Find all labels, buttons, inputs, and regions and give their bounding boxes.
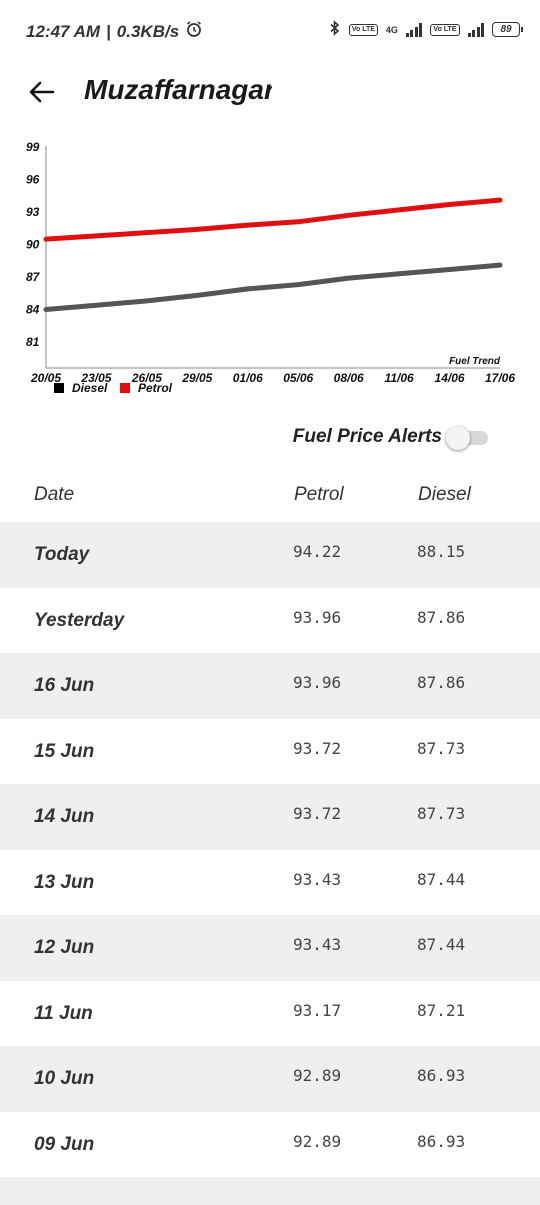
chart-annotation: Fuel Trend [449,356,501,367]
table-row[interactable]: Yesterday 93.96 87.86 [0,588,540,654]
network-speed: 0.3KB/s [117,22,179,42]
table-row[interactable]: 09 Jun 92.89 86.93 [0,1112,540,1178]
row-diesel: 87.73 [417,739,465,758]
y-tick-label: 84 [26,302,40,316]
row-diesel: 87.44 [417,870,465,889]
row-petrol: 92.89 [293,1066,341,1085]
fuel-alerts-toggle[interactable] [446,426,490,450]
row-diesel: 87.73 [417,804,465,823]
table-row[interactable]: 15 Jun 93.72 87.73 [0,719,540,785]
row-petrol: 93.72 [293,739,341,758]
row-petrol: 93.43 [293,870,341,889]
y-tick-label: 87 [26,270,41,284]
table-row[interactable]: 16 Jun 93.96 87.86 [0,653,540,719]
signal-icon-2 [468,23,485,37]
app-bar: Muzaffarnagar [0,64,540,120]
y-tick-label: 96 [26,172,40,186]
row-date: 11 Jun [34,1003,93,1025]
table-row[interactable]: 14 Jun 93.72 87.73 [0,784,540,850]
toggle-knob [446,426,470,450]
row-petrol: 92.89 [293,1132,341,1151]
row-petrol: 93.43 [293,935,341,954]
network-type: 4G [386,25,398,35]
row-date: Yesterday [34,610,124,632]
table-row[interactable]: Today 94.22 88.15 [0,522,540,588]
x-tick-label: 20/05 [30,371,61,385]
legend-label-petrol: Petrol [138,381,173,395]
price-table: Today 94.22 88.15 Yesterday 93.96 87.86 16 J… [0,522,540,1205]
row-diesel: 87.44 [417,935,465,954]
x-tick-label: 14/06 [435,371,465,385]
legend-swatch-diesel [54,383,64,393]
x-tick-label: 11/06 [385,371,414,385]
table-header: Date Petrol Diesel [0,470,540,522]
row-petrol: 93.96 [293,673,341,692]
status-time: 12:47 AM [26,22,100,42]
y-tick-label: 99 [26,140,40,154]
x-tick-label: 17/06 [485,371,515,385]
alarm-icon [185,20,203,43]
header-date: Date [34,484,74,506]
row-petrol: 93.72 [293,804,341,823]
back-button[interactable] [22,72,62,112]
row-date: 12 Jun [34,937,94,959]
y-tick-label: 90 [26,237,40,251]
row-diesel: 87.86 [417,673,465,692]
fuel-alerts-row: Fuel Price Alerts [0,418,540,458]
y-tick-label: 93 [26,205,40,219]
row-petrol: 93.96 [293,608,341,627]
row-date: 15 Jun [34,741,94,763]
row-date: Today [34,544,89,566]
row-diesel: 88.15 [417,542,465,561]
bluetooth-icon [329,20,341,39]
x-tick-label: 01/06 [233,371,263,385]
table-row[interactable]: 11 Jun 93.17 87.21 [0,981,540,1047]
header-diesel: Diesel [418,484,471,506]
volte-badge-2: Vo LTE [430,24,459,36]
row-date: 16 Jun [34,675,94,697]
row-diesel: 86.93 [417,1132,465,1151]
x-tick-label: 29/05 [181,371,212,385]
status-separator: | [106,22,111,42]
row-petrol: 93.17 [293,1001,341,1020]
header-petrol: Petrol [294,484,344,506]
status-right: Vo LTE 4G Vo LTE 89 [329,20,520,39]
fuel-alerts-label: Fuel Price Alerts [293,426,442,448]
page-title: Muzaffarnagar [84,74,272,106]
legend-label-diesel: Diesel [72,381,108,395]
volte-badge-1: Vo LTE [349,24,378,36]
status-left: 12:47 AM | 0.3KB/s [26,20,203,43]
row-date: 09 Jun [34,1134,94,1156]
series-line-diesel [46,265,500,309]
y-tick-label: 81 [26,335,40,349]
row-diesel: 87.86 [417,608,465,627]
row-petrol: 94.22 [293,542,341,561]
row-date: 14 Jun [34,806,94,828]
battery-icon: 89 [492,22,520,37]
table-row[interactable]: 12 Jun 93.43 87.44 [0,915,540,981]
arrow-left-icon [29,81,55,103]
x-tick-label: 05/06 [283,371,313,385]
table-row[interactable]: 10 Jun 92.89 86.93 [0,1046,540,1112]
signal-icon-1 [406,23,423,37]
table-row-partial [0,1177,540,1205]
legend-swatch-petrol [120,383,130,393]
row-date: 10 Jun [34,1068,94,1090]
row-diesel: 87.21 [417,1001,465,1020]
series-line-petrol [46,200,500,239]
row-date: 13 Jun [34,872,94,894]
row-diesel: 86.93 [417,1066,465,1085]
x-tick-label: 08/06 [334,371,364,385]
table-row[interactable]: 13 Jun 93.43 87.44 [0,850,540,916]
status-bar: 12:47 AM | 0.3KB/s Vo LTE 4G Vo LTE 89 [0,0,540,64]
